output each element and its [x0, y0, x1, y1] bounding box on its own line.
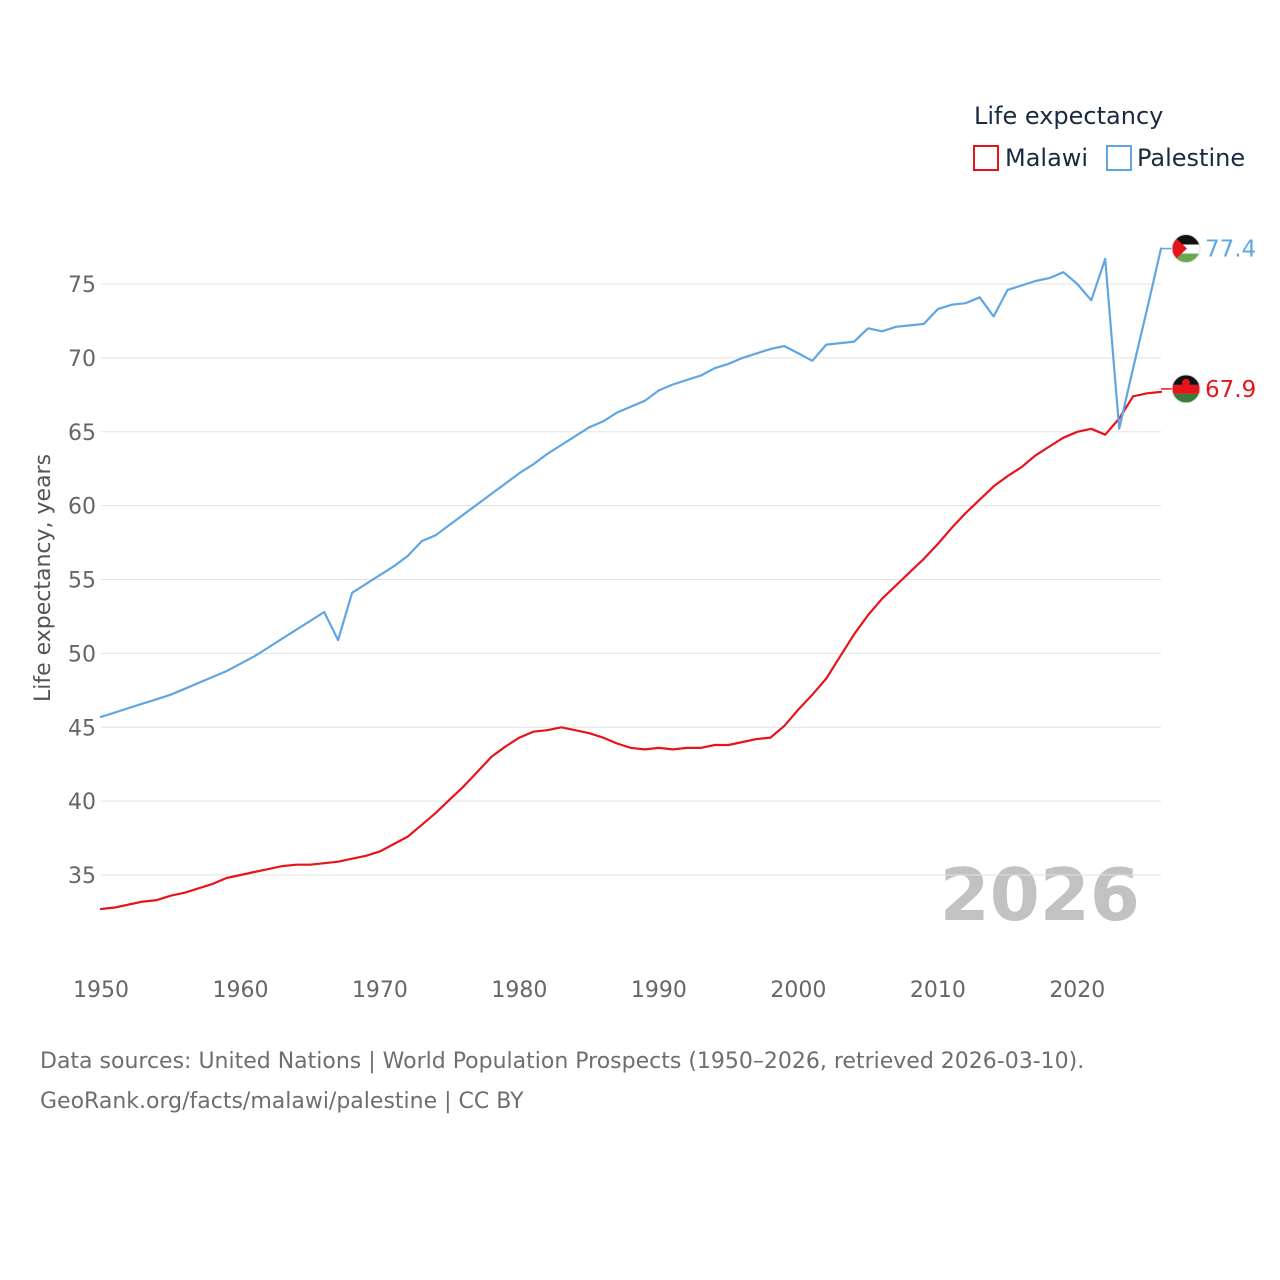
y-tick-label-55: 55 — [68, 569, 96, 594]
end-markers: 67.9 77.4 — [1161, 234, 1256, 404]
legend-swatch-palestine — [1106, 145, 1132, 171]
legend-item-malawi[interactable]: Malawi — [973, 144, 1088, 172]
x-tick-label-2020: 2020 — [1049, 978, 1105, 1003]
x-tick-label-1960: 1960 — [212, 978, 268, 1003]
life-expectancy-chart: Life expectancy Malawi Palestine Life ex… — [31, 102, 1256, 1003]
y-tick-label-40: 40 — [68, 790, 96, 815]
y-tick-label-70: 70 — [68, 347, 96, 372]
end-label-malawi: 67.9 — [1205, 377, 1256, 403]
legend-label-palestine: Palestine — [1137, 144, 1245, 172]
year-watermark: 2026 — [940, 853, 1140, 937]
legend-item-palestine[interactable]: Palestine — [1106, 144, 1245, 172]
y-axis-title: Life expectancy, years — [31, 454, 56, 702]
legend-label-malawi: Malawi — [1005, 144, 1088, 172]
source-url-text[interactable]: GeoRank.org/facts/malawi/palestine | CC … — [40, 1089, 524, 1114]
x-axis-ticks: 1950 1960 1970 1980 1990 2000 2010 2020 — [73, 978, 1105, 1003]
x-tick-label-2000: 2000 — [770, 978, 826, 1003]
y-axis-ticks: 35 40 45 50 55 60 65 70 75 — [68, 273, 96, 889]
data-source-text: Data sources: United Nations | World Pop… — [40, 1049, 1085, 1074]
footer: Data sources: United Nations | World Pop… — [40, 1042, 1084, 1122]
end-label-palestine: 77.4 — [1205, 237, 1256, 263]
malawi-flag-icon — [1171, 374, 1201, 404]
y-tick-label-60: 60 — [68, 495, 96, 520]
x-tick-label-2010: 2010 — [910, 978, 966, 1003]
gridlines — [101, 283, 1161, 876]
x-tick-label-1990: 1990 — [631, 978, 687, 1003]
y-tick-label-75: 75 — [68, 273, 96, 298]
series-line-malawi — [99, 390, 1163, 911]
series-line-palestine — [99, 247, 1163, 719]
x-tick-label-1970: 1970 — [352, 978, 408, 1003]
y-tick-label-65: 65 — [68, 421, 96, 446]
x-tick-label-1980: 1980 — [491, 978, 547, 1003]
x-tick-label-1950: 1950 — [73, 978, 129, 1003]
legend-swatch-malawi — [973, 145, 999, 171]
y-tick-label-35: 35 — [68, 864, 96, 889]
y-tick-label-45: 45 — [68, 716, 96, 741]
legend-title: Life expectancy — [974, 102, 1163, 130]
palestine-flag-icon — [1171, 234, 1201, 264]
y-tick-label-50: 50 — [68, 642, 96, 667]
series-lines — [99, 247, 1163, 911]
